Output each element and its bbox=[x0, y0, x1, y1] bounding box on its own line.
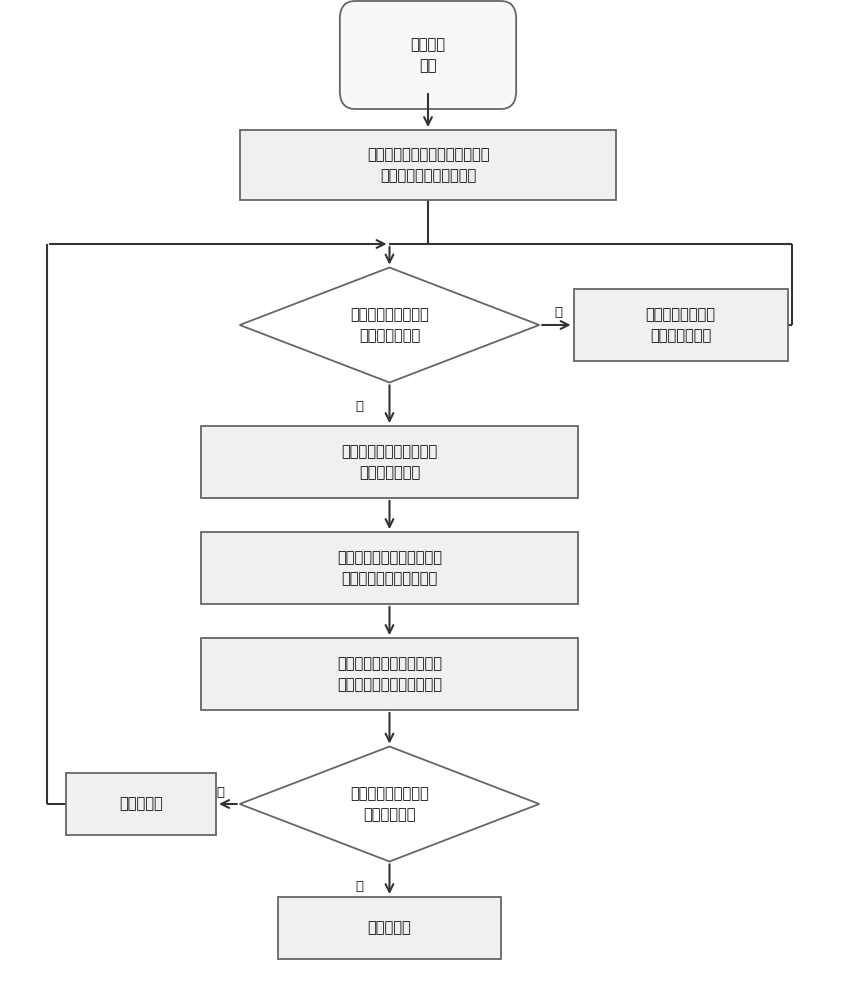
Text: 储水容器液位传感器
指示有水产生？: 储水容器液位传感器 指示有水产生？ bbox=[350, 307, 429, 343]
Polygon shape bbox=[240, 746, 539, 861]
Text: 是: 是 bbox=[355, 880, 364, 892]
Text: 储水容器液位传感器
指示水溢出？: 储水容器液位传感器 指示水溢出？ bbox=[350, 786, 429, 822]
Text: 关闭喷淋泵、蠕动
泵与两只加湿阀: 关闭喷淋泵、蠕动 泵与两只加湿阀 bbox=[645, 307, 716, 343]
Bar bbox=[201, 426, 578, 498]
Text: 开启排水阀: 开启排水阀 bbox=[367, 920, 412, 936]
Text: 关闭排水阀: 关闭排水阀 bbox=[119, 796, 163, 812]
Bar bbox=[240, 130, 616, 200]
Bar bbox=[201, 638, 578, 710]
Text: 在阳极极加湿时间内关闭阴
极加湿阀、开启阳极加湿阀: 在阳极极加湿时间内关闭阴 极加湿阀、开启阳极加湿阀 bbox=[337, 656, 442, 692]
Text: 是: 是 bbox=[355, 400, 364, 414]
Text: 在电堆总加湿时间内开启
喷淋泵与蠕动泵: 在电堆总加湿时间内开启 喷淋泵与蠕动泵 bbox=[342, 444, 437, 480]
Text: 电堆运行
开始: 电堆运行 开始 bbox=[411, 37, 445, 73]
Bar bbox=[574, 289, 788, 361]
Text: 否: 否 bbox=[217, 786, 224, 798]
FancyBboxPatch shape bbox=[340, 1, 516, 109]
Bar bbox=[67, 773, 216, 835]
Bar bbox=[278, 897, 501, 959]
Text: 在阴极加湿时间内关闭阳极
加湿阀、开启阴极加湿阀: 在阴极加湿时间内关闭阳极 加湿阀、开启阴极加湿阀 bbox=[337, 550, 442, 586]
Text: 设置电堆加湿周期、总加湿时间
及阴极与阳极的加湿时间: 设置电堆加湿周期、总加湿时间 及阴极与阳极的加湿时间 bbox=[366, 147, 490, 183]
Polygon shape bbox=[240, 267, 539, 382]
Bar bbox=[201, 532, 578, 604]
Text: 否: 否 bbox=[555, 306, 562, 320]
